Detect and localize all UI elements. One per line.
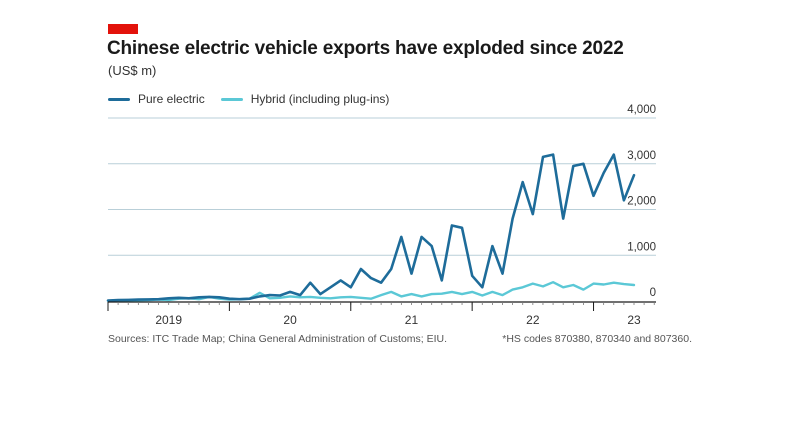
hs-codes-note: *HS codes 870380, 870340 and 807360. <box>502 333 692 345</box>
y-tick-label: 2,000 <box>627 196 656 208</box>
x-tick-label: 2019 <box>155 313 182 327</box>
y-tick-label: 4,000 <box>627 104 656 116</box>
x-tick-label: 21 <box>405 313 419 327</box>
chart-subtitle: (US$ m) <box>108 63 157 78</box>
legend-label-hybrid: Hybrid (including plug-ins) <box>250 92 390 106</box>
y-tick-label: 3,000 <box>627 150 656 162</box>
legend: Pure electric Hybrid (including plug-ins… <box>108 92 405 106</box>
legend-item-pure-electric: Pure electric <box>108 92 205 106</box>
y-tick-label: 0 <box>650 287 656 299</box>
series-line-pure-electric <box>106 153 636 302</box>
chart-title: Chinese electric vehicle exports have ex… <box>107 38 624 59</box>
legend-item-hybrid: Hybrid (including plug-ins) <box>220 92 390 106</box>
x-tick-label: 22 <box>526 313 540 327</box>
source-note: Sources: ITC Trade Map; China General Ad… <box>108 333 448 345</box>
brand-tag <box>108 24 138 34</box>
legend-label-pure-electric: Pure electric <box>138 92 205 106</box>
y-tick-label: 1,000 <box>627 241 656 253</box>
legend-swatch-hybrid <box>220 97 243 101</box>
x-tick-label: 20 <box>283 313 297 327</box>
x-tick-label: 23 <box>627 313 641 327</box>
legend-swatch-pure-electric <box>108 97 130 101</box>
